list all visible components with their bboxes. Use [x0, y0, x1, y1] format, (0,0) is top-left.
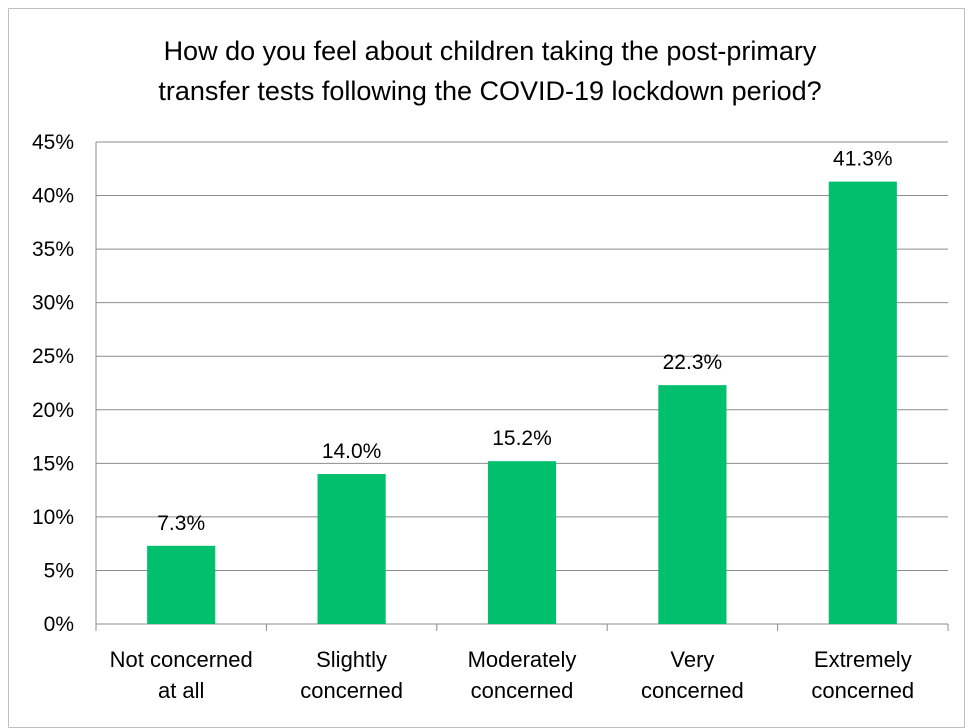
- category-label: Very: [670, 647, 714, 672]
- bar: [317, 474, 386, 624]
- y-tick-label: 30%: [32, 292, 74, 315]
- y-tick-label: 45%: [32, 131, 74, 154]
- data-label: 22.3%: [663, 351, 723, 374]
- y-tick-label: 5%: [44, 559, 74, 582]
- data-label: 41.3%: [833, 148, 893, 171]
- data-label: 7.3%: [157, 512, 205, 535]
- bar: [828, 181, 897, 624]
- bar: [658, 385, 727, 624]
- y-tick-label: 25%: [32, 345, 74, 368]
- y-tick-label: 35%: [32, 238, 74, 261]
- category-label: Slightly: [316, 647, 387, 672]
- gridlines: [96, 141, 948, 571]
- data-label: 15.2%: [492, 427, 552, 450]
- data-labels: 7.3% 14.0% 15.2% 22.3% 41.3%: [157, 148, 892, 535]
- bar: [147, 545, 216, 624]
- chart-title-line-2: transfer tests following the COVID-19 lo…: [158, 76, 821, 106]
- bar: [487, 461, 557, 624]
- x-axis-category-labels: Not concerned at all Slightly concerned Mode…: [110, 647, 915, 703]
- y-tick-label: 40%: [32, 185, 74, 208]
- category-label: concerned: [471, 678, 574, 703]
- category-label: Not concerned: [110, 647, 253, 672]
- category-label: concerned: [811, 678, 914, 703]
- bar-chart: How do you feel about children taking th…: [32, 36, 949, 703]
- y-tick-label: 0%: [44, 613, 74, 636]
- category-label: concerned: [300, 678, 403, 703]
- bars: [147, 181, 897, 624]
- y-tick-label: 15%: [32, 452, 74, 475]
- y-tick-label: 20%: [32, 399, 74, 422]
- category-label: concerned: [641, 678, 744, 703]
- chart-title-line-1: How do you feel about children taking th…: [164, 36, 817, 66]
- y-axis-tick-labels: 0% 5% 10% 15% 20% 25% 30% 35% 40% 45%: [32, 131, 74, 636]
- category-label: at all: [158, 678, 204, 703]
- category-label: Extremely: [814, 647, 912, 672]
- data-label: 14.0%: [322, 440, 382, 463]
- chart-title: How do you feel about children taking th…: [158, 36, 821, 106]
- y-tick-label: 10%: [32, 506, 74, 529]
- category-label: Moderately: [468, 647, 577, 672]
